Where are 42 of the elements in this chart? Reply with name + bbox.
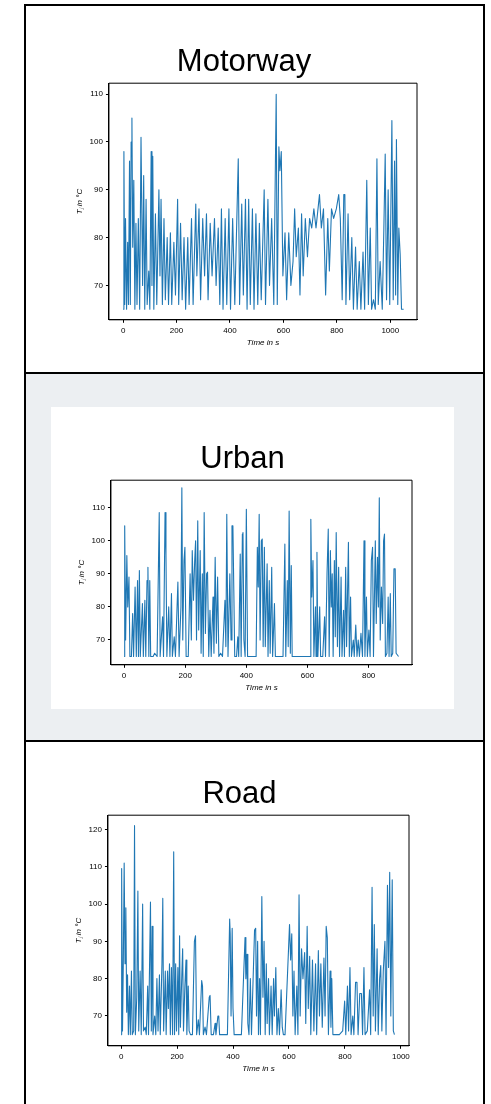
x-axis-title: Time in s xyxy=(245,683,278,693)
y-tick-label: 70 xyxy=(96,635,106,645)
x-tick-label: 600 xyxy=(282,1051,297,1061)
x-tick-label: 800 xyxy=(338,1051,353,1061)
y-tick-label: 90 xyxy=(94,184,104,194)
y-tick-label: 70 xyxy=(93,1011,103,1021)
chart-title: Road xyxy=(202,775,277,811)
x-tick-label: 600 xyxy=(276,325,291,335)
x-tick-label: 800 xyxy=(330,325,345,335)
x-tick-label: 200 xyxy=(178,670,193,680)
y-tick-label: 80 xyxy=(96,602,106,612)
x-tick-label: 0 xyxy=(118,1051,124,1061)
chart-title: Urban xyxy=(200,440,285,476)
x-tick-label: 800 xyxy=(361,670,376,680)
y-tick-label: 70 xyxy=(94,280,104,290)
y-tick-label: 100 xyxy=(89,137,104,147)
y-axis-title: Tⱼ in °C xyxy=(74,917,84,944)
y-tick-label: 110 xyxy=(89,861,103,871)
x-tick-label: 0 xyxy=(121,670,127,680)
chart-title: Motorway xyxy=(176,43,312,79)
y-tick-label: 100 xyxy=(88,899,103,909)
y-tick-label: 80 xyxy=(94,232,104,242)
x-tick-label: 0 xyxy=(120,325,126,335)
y-tick-label: 100 xyxy=(91,535,106,545)
x-tick-label: 400 xyxy=(226,1051,241,1061)
y-tick-label: 120 xyxy=(88,824,103,834)
x-axis-title: Time in s xyxy=(246,338,280,348)
x-tick-label: 200 xyxy=(170,1051,185,1061)
x-tick-label: 400 xyxy=(239,670,254,680)
x-tick-label: 200 xyxy=(169,325,184,335)
y-axis-title: Tⱼ in °C xyxy=(77,559,87,586)
y-tick-label: 80 xyxy=(93,973,103,983)
y-tick-label: 90 xyxy=(96,569,106,579)
x-axis-title: Time in s xyxy=(242,1064,275,1074)
x-tick-label: 1000 xyxy=(381,325,400,335)
x-tick-label: 1000 xyxy=(391,1051,411,1061)
y-tick-label: 110 xyxy=(92,502,106,512)
x-tick-label: 600 xyxy=(300,670,315,680)
y-tick-label: 90 xyxy=(93,936,103,946)
y-axis-title: Tⱼ in °C xyxy=(75,188,85,215)
y-tick-label: 110 xyxy=(90,89,104,99)
x-tick-label: 400 xyxy=(223,325,238,335)
